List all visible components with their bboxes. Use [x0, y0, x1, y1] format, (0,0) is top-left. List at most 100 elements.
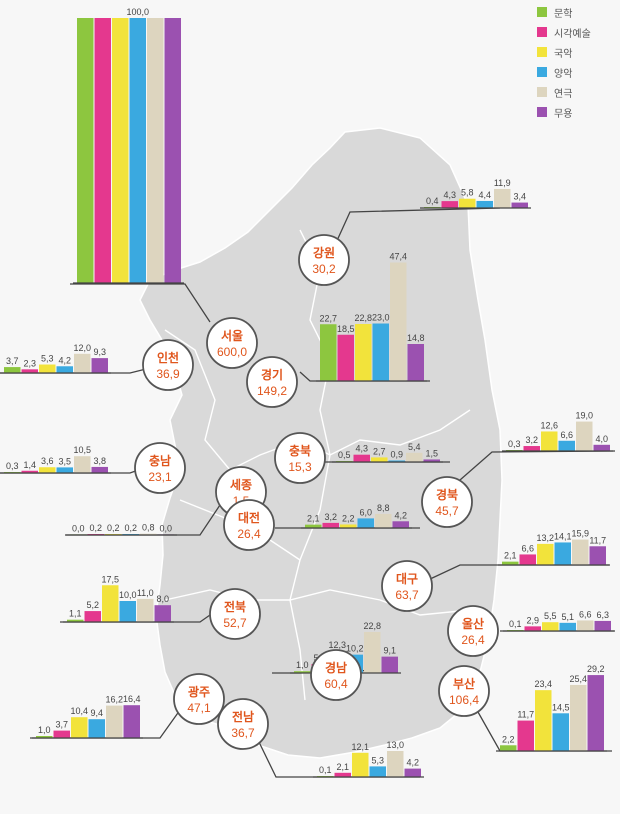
data-label: 0,0	[159, 523, 172, 533]
data-label: 13,2	[536, 533, 554, 543]
bar-경북-양악	[558, 440, 575, 451]
bar-대구-국악	[537, 543, 554, 565]
bar-서울-연극	[147, 18, 164, 283]
data-label: 5,5	[544, 611, 557, 621]
bar-충남-양악	[56, 467, 73, 473]
bar-대구-시각예술	[519, 554, 536, 565]
data-label: 6,0	[359, 507, 372, 517]
region-인천: 3,7 2,3 5,3 4,212,0 9,3 인천 36,9	[0, 339, 194, 391]
bar-서울-무용	[164, 18, 181, 283]
bar-전남-시각예술	[334, 772, 351, 777]
data-label: 10,5	[73, 445, 91, 455]
data-label: 0,0	[72, 523, 85, 533]
bar-서울-시각예술	[94, 18, 111, 283]
legend-item: 문학	[537, 2, 619, 22]
bar-인천-연극	[74, 353, 91, 373]
data-label: 4,3	[443, 190, 456, 200]
region-대구: 2,1 6,613,2 14,1 15,911,7 대구 63,7	[381, 529, 610, 612]
bar-인천-양악	[56, 366, 73, 373]
province-border	[164, 589, 471, 616]
bar-대구-무용	[589, 546, 606, 565]
data-label: 10,4	[70, 706, 88, 716]
region-경기: 22,718,522,8 23,0 47,4 14,8 경기 149,2	[246, 252, 430, 408]
bar-대전-연극	[375, 513, 392, 528]
data-label: 11,9	[494, 178, 511, 188]
region-total: 15,3	[288, 460, 312, 474]
legend-swatch	[537, 67, 547, 77]
region-name: 경기	[261, 367, 283, 382]
bar-인천-문학	[4, 367, 21, 373]
region-badge	[173, 673, 225, 725]
data-label: 2,1	[336, 762, 349, 772]
bar-충남-국악	[39, 467, 56, 473]
data-label: 9,3	[93, 347, 106, 357]
data-label: 29,2	[587, 664, 605, 674]
bar-강원-국악	[459, 198, 476, 208]
region-name: 충북	[289, 443, 311, 458]
data-label: 0,2	[124, 523, 137, 533]
bar-울산-국악	[542, 622, 559, 631]
data-label: 100,0	[126, 7, 149, 17]
data-label: 12,0	[73, 343, 91, 353]
data-label: 5,1	[561, 612, 574, 622]
bar-충북-국악	[371, 457, 388, 462]
bar-부산-양악	[552, 713, 569, 751]
bar-경기-시각예술	[337, 334, 354, 381]
bar-강원-연극	[494, 188, 511, 208]
legend-label: 시각예술	[554, 28, 591, 40]
legend-label: 국악	[554, 48, 573, 60]
data-label: 25,4	[569, 674, 587, 684]
bar-전북-무용	[154, 605, 171, 622]
region-total: 26,4	[461, 633, 485, 647]
data-label: 22,8	[363, 621, 381, 631]
data-label: 0,3	[508, 439, 521, 449]
data-label: 3,2	[324, 512, 337, 522]
data-label: 8,0	[156, 594, 169, 604]
bar-인천-시각예술	[21, 369, 38, 373]
connector-line	[70, 283, 211, 323]
region-total: 106,4	[449, 693, 479, 707]
region-badge	[447, 605, 499, 657]
bar-경북-국악	[541, 431, 558, 451]
data-label: 3,7	[6, 356, 19, 366]
region-충남: 0,3 1,4 3,6 3,510,53,8 충남 23,1	[0, 442, 186, 494]
region-대전: 2,1 3,2 2,2 6,0 8,8 4,2 대전 26,4	[223, 499, 420, 551]
bar-경기-연극	[390, 262, 407, 381]
data-label: 3,8	[93, 456, 106, 466]
legend-label: 무용	[554, 108, 573, 120]
region-total: 52,7	[223, 616, 247, 630]
data-label: 16,4	[123, 694, 141, 704]
region-badge	[246, 356, 298, 408]
bar-대전-시각예술	[322, 522, 339, 528]
bar-서울-문학	[77, 18, 94, 283]
region-name: 경북	[436, 488, 458, 502]
data-label: 0,1	[319, 765, 332, 775]
region-전남: 0,1 2,112,15,313,04,2 전남 36,7	[217, 698, 424, 778]
region-badge	[421, 476, 473, 528]
data-label: 4,2	[394, 510, 407, 520]
bar-경북-연극	[576, 421, 593, 451]
bar-대전-문학	[305, 524, 322, 528]
data-label: 6,6	[560, 430, 573, 440]
data-label: 0,2	[107, 523, 120, 533]
bar-경남-연극	[364, 631, 381, 673]
bar-광주-무용	[123, 705, 140, 738]
bar-충북-연극	[406, 452, 423, 462]
bar-충남-연극	[74, 456, 91, 473]
region-name: 부산	[453, 676, 475, 691]
data-label: 1,4	[23, 460, 36, 470]
region-광주: 1,0 3,710,4 9,416,2 16,4 광주 47,1	[30, 673, 225, 739]
region-name: 서울	[221, 328, 243, 343]
data-label: 0,3	[6, 461, 19, 471]
region-name: 강원	[313, 246, 335, 260]
bar-전남-무용	[404, 768, 421, 777]
data-label: 23,0	[372, 313, 390, 323]
region-name: 전북	[224, 599, 246, 614]
data-label: 2,2	[502, 734, 515, 744]
data-label: 14,5	[552, 702, 570, 712]
legend-swatch	[537, 27, 547, 37]
bar-충남-시각예술	[21, 470, 38, 473]
bar-울산-연극	[577, 620, 594, 631]
region-name: 울산	[462, 616, 484, 631]
region-name: 충남	[149, 453, 171, 468]
